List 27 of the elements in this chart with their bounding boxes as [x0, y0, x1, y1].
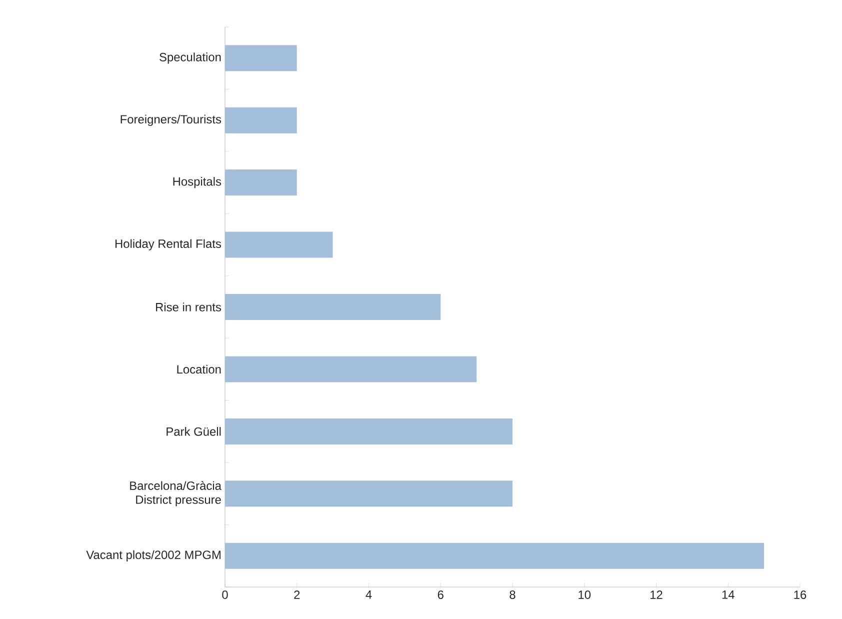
x-tick-label: 0: [222, 590, 228, 599]
bar: [225, 418, 513, 444]
y-tick-label: Rise in rents: [156, 302, 222, 312]
x-tick-label: 10: [578, 590, 591, 599]
x-tick-label: 6: [438, 590, 444, 599]
x-tick-label: 12: [650, 590, 662, 599]
x-tick-label: 8: [510, 590, 516, 599]
bar: [225, 45, 297, 72]
y-tick-label: Barcelona/Gràcia District pressure: [130, 481, 222, 506]
bar: [225, 542, 764, 569]
bar: [225, 356, 477, 382]
y-tick-label: Holiday Rental Flats: [115, 239, 222, 250]
x-tick-label: 2: [294, 590, 300, 599]
bar: [225, 294, 441, 320]
y-tick-label: Park Güell: [166, 427, 221, 436]
x-tick-label: 4: [366, 590, 372, 599]
bar: [225, 480, 513, 507]
y-tick-label: Vacant plots/2002 MPGM: [86, 550, 220, 562]
y-tick-label: Speculation: [160, 52, 221, 64]
bar: [225, 107, 297, 134]
y-tick-label: Foreigners/Tourists: [120, 114, 222, 126]
y-tick-label: Hospitals: [173, 176, 222, 188]
x-tick-label: 14: [722, 590, 734, 599]
bar: [225, 170, 297, 196]
y-tick-label: Location: [177, 364, 221, 374]
x-tick-label: 16: [794, 590, 806, 599]
bar: [225, 232, 333, 258]
